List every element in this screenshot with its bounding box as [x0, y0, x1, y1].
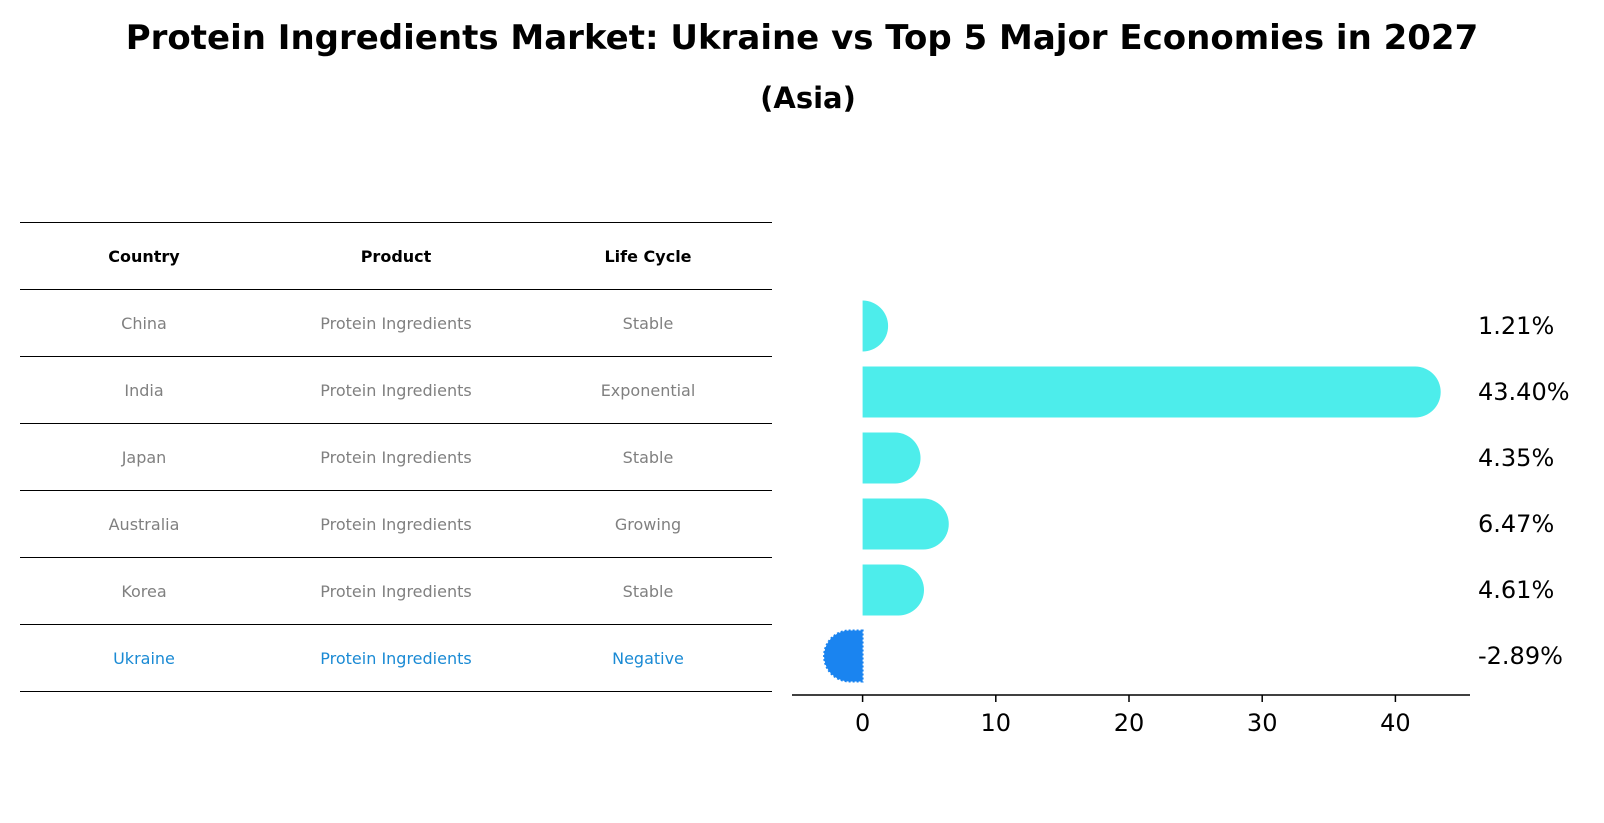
header-product: Product [360, 246, 432, 266]
bar-india [862, 366, 1441, 418]
x-tick-label: 40 [1380, 709, 1411, 737]
x-tick-label: 30 [1247, 709, 1278, 737]
cell-country: Korea [121, 581, 167, 601]
cell-country: Australia [108, 514, 180, 534]
cell-life-cycle: Exponential [600, 380, 696, 400]
value-label-india: 43.40% [1478, 378, 1570, 406]
cell-product: Protein Ingredients [320, 380, 472, 400]
value-label-japan: 4.35% [1478, 444, 1554, 472]
value-label-ukraine: -2.89% [1478, 642, 1563, 670]
cell-country: Japan [121, 447, 167, 467]
cell-life-cycle: Stable [622, 313, 674, 333]
cell-country: Ukraine [113, 648, 175, 668]
bar-japan [862, 432, 921, 484]
value-label-korea: 4.61% [1478, 576, 1554, 604]
table-row: Australia Protein Ingredients Growing [20, 490, 772, 557]
header-life-cycle: Life Cycle [604, 246, 692, 266]
table-row: China Protein Ingredients Stable [20, 289, 772, 356]
cell-life-cycle: Stable [622, 581, 674, 601]
header-country: Country [108, 246, 180, 266]
bar-china [862, 300, 889, 352]
cell-product: Protein Ingredients [320, 581, 472, 601]
cell-life-cycle: Stable [622, 447, 674, 467]
cell-product: Protein Ingredients [320, 514, 472, 534]
table-row: India Protein Ingredients Exponential [20, 356, 772, 423]
table-row-highlight: Ukraine Protein Ingredients Negative [20, 624, 772, 692]
cell-country: China [121, 313, 167, 333]
value-label-china: 1.21% [1478, 312, 1554, 340]
x-tick-label: 10 [981, 709, 1012, 737]
bar-australia [862, 498, 949, 550]
table-header-row: Country Product Life Cycle [20, 222, 772, 289]
cell-product: Protein Ingredients [320, 447, 472, 467]
comparison-table: Country Product Life Cycle China Protein… [20, 222, 772, 692]
x-tick-label: 0 [855, 709, 870, 737]
chart-title: Protein Ingredients Market: Ukraine vs T… [125, 18, 1479, 58]
table-row: Korea Protein Ingredients Stable [20, 557, 772, 624]
table-row: Japan Protein Ingredients Stable [20, 423, 772, 490]
x-tick-label: 20 [1114, 709, 1145, 737]
cell-life-cycle: Growing [614, 514, 682, 534]
cell-life-cycle: Negative [612, 648, 684, 668]
cell-product: Protein Ingredients [320, 313, 472, 333]
cell-country: India [124, 380, 164, 400]
bar-korea [862, 564, 925, 616]
value-label-australia: 6.47% [1478, 510, 1554, 538]
cell-product: Protein Ingredients [320, 648, 472, 668]
bar-ukraine [823, 629, 864, 683]
chart-subtitle: (Asia) [760, 81, 856, 115]
